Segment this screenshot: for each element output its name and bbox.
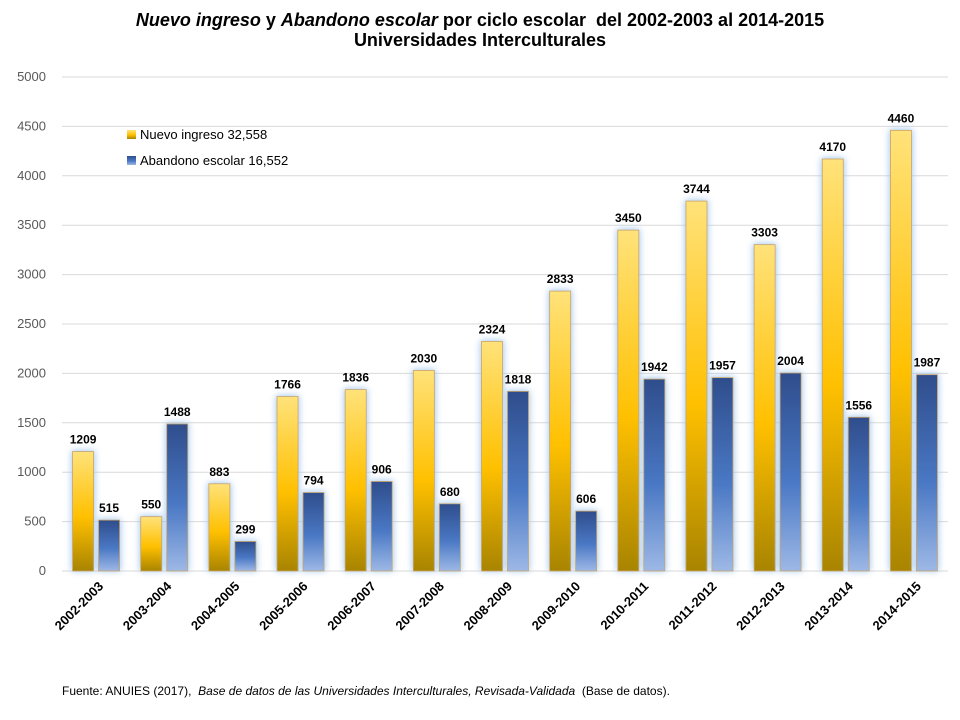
x-tick-label: 2005-2006	[256, 579, 311, 634]
x-tick-label: 2014-2015	[869, 579, 924, 634]
x-tick-label: 2006-2007	[324, 579, 379, 634]
y-tick-label: 1500	[17, 415, 46, 430]
data-label: 299	[235, 522, 255, 536]
data-label: 3744	[683, 182, 710, 196]
y-tick-label: 2500	[17, 316, 46, 331]
x-tick-label: 2004-2005	[188, 579, 243, 634]
data-label: 3450	[615, 211, 642, 225]
y-tick-label: 2000	[17, 365, 46, 380]
data-label: 515	[99, 501, 119, 515]
bar-abandono-escolar	[166, 423, 189, 572]
y-tick-label: 4000	[17, 168, 46, 183]
bars	[71, 129, 939, 572]
x-tick-label: 2009-2010	[529, 579, 584, 634]
bar-nuevo-ingreso	[549, 290, 572, 572]
data-label: 1766	[274, 378, 301, 392]
chart-subtitle: Universidades Interculturales	[353, 30, 607, 50]
data-label: 4170	[819, 140, 846, 154]
data-label: 906	[372, 462, 392, 476]
bar-nuevo-ingreso	[72, 451, 94, 572]
y-tick-label: 0	[39, 563, 46, 578]
data-label: 680	[440, 485, 460, 499]
bar-nuevo-ingreso	[481, 340, 503, 572]
bar-nuevo-ingreso	[753, 244, 776, 572]
source-note: Fuente: ANUIES (2017), Base de datos de …	[62, 684, 670, 698]
bar-abandono-escolar	[847, 416, 870, 572]
data-label: 1818	[505, 372, 532, 386]
legend-swatch-abandono	[127, 156, 136, 165]
data-labels: 1209 515 550 1488 883 299 1766 794 1836 906 2030 68…	[70, 111, 941, 536]
source-prefix: Fuente: ANUIES (2017),	[62, 684, 199, 698]
x-tick-label: 2012-2013	[733, 579, 788, 634]
data-label: 794	[304, 474, 324, 488]
bar-nuevo-ingreso	[344, 389, 367, 572]
data-label: 1209	[70, 433, 97, 447]
legend-label: Abandono escolar 16,552	[140, 153, 288, 168]
bar-abandono-escolar	[98, 519, 120, 572]
bar-abandono-escolar	[916, 374, 938, 572]
y-axis: 0 500 1000 1500 2000 2500 3000 3500 4000 4500 5000	[17, 69, 46, 578]
legend-swatch-nuevo	[127, 130, 136, 139]
bar-abandono-escolar	[643, 378, 666, 572]
x-axis: 2002-2003 2003-2004 2004-2005 2005-2006 2006…	[52, 578, 924, 633]
y-tick-label: 5000	[17, 69, 46, 84]
title-nuevo-ingreso: Nuevo ingreso	[135, 10, 261, 30]
data-label: 1942	[641, 360, 668, 374]
data-label: 4460	[888, 111, 915, 125]
source-title: Base de datos de las Universidades Inter…	[198, 684, 576, 698]
x-tick-label: 2002-2003	[52, 579, 107, 634]
x-tick-label: 2011-2012	[666, 579, 720, 633]
legend-label: Nuevo ingreso 32,558	[140, 127, 267, 142]
bar-abandono-escolar	[234, 541, 257, 572]
y-tick-label: 4500	[17, 118, 46, 133]
bar-abandono-escolar	[575, 510, 598, 572]
data-label: 1987	[914, 356, 941, 370]
y-tick-label: 1000	[17, 464, 46, 479]
bar-nuevo-ingreso	[685, 200, 708, 572]
bar-nuevo-ingreso	[140, 516, 163, 572]
data-label: 606	[576, 492, 596, 506]
bar-nuevo-ingreso	[276, 396, 299, 572]
data-label: 2833	[547, 272, 574, 286]
x-tick-label: 2007-2008	[392, 579, 447, 634]
bar-nuevo-ingreso	[412, 370, 435, 572]
data-label: 3303	[751, 226, 778, 240]
data-label: 883	[209, 465, 229, 479]
data-label: 2004	[777, 354, 804, 368]
data-label: 2324	[479, 322, 506, 336]
data-label: 2030	[410, 351, 437, 365]
data-label: 1836	[342, 371, 369, 385]
y-tick-label: 500	[24, 514, 46, 529]
bar-nuevo-ingreso	[890, 129, 912, 572]
bar-abandono-escolar	[438, 503, 461, 572]
bar-abandono-escolar	[779, 372, 802, 572]
legend: Nuevo ingreso 32,558 Abandono escolar 16,…	[127, 127, 288, 168]
x-tick-label: 2010-2011	[597, 579, 651, 633]
x-tick-label: 2008-2009	[461, 579, 516, 634]
x-tick-label: 2003-2004	[120, 578, 175, 633]
bar-abandono-escolar	[711, 377, 734, 572]
data-label: 1556	[845, 398, 872, 412]
data-label: 1488	[164, 405, 191, 419]
data-label: 1957	[709, 359, 736, 373]
data-label: 550	[141, 498, 161, 512]
bar-abandono-escolar	[302, 492, 325, 572]
chart-title: Nuevo ingreso y Abandono escolar por cic…	[0, 10, 960, 50]
title-abandono-escolar: Abandono escolar	[280, 10, 438, 30]
x-tick-label: 2013-2014	[801, 578, 856, 633]
chart-title-line-1: Nuevo ingreso y Abandono escolar por cic…	[0, 10, 960, 30]
bar-nuevo-ingreso	[617, 229, 640, 572]
bar-abandono-escolar	[370, 481, 393, 572]
y-tick-label: 3000	[17, 267, 46, 282]
title-connector: y	[260, 10, 281, 30]
bar-nuevo-ingreso	[208, 483, 231, 572]
bar-nuevo-ingreso	[821, 158, 844, 572]
source-suffix: (Base de datos).	[575, 684, 670, 698]
title-period: por ciclo escolar del 2002-2003 al 2014-…	[437, 10, 825, 30]
bar-abandono-escolar	[507, 390, 529, 572]
y-tick-label: 3500	[17, 217, 46, 232]
